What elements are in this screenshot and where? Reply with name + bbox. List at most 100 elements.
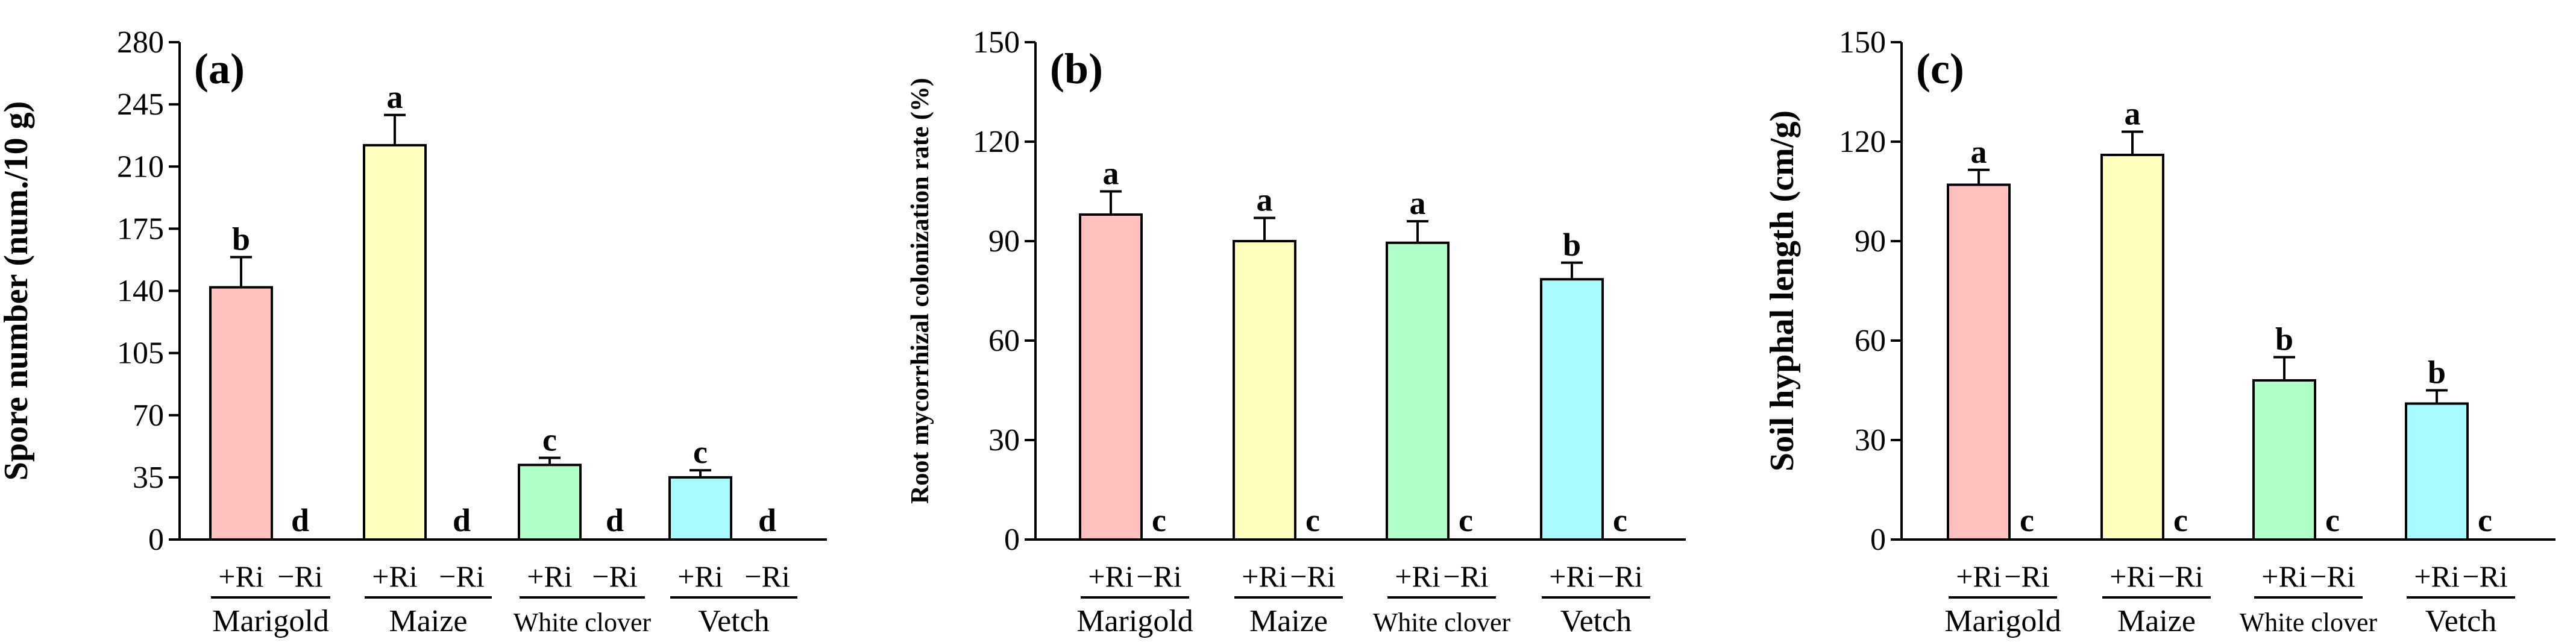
group-label: White clover (1373, 608, 1511, 637)
x-tick-label: +Ri (1549, 559, 1594, 593)
significance-letter: d (453, 502, 471, 538)
significance-letter: d (291, 502, 309, 538)
y-tick-label: 35 (133, 461, 164, 495)
significance-letter: c (1459, 502, 1473, 538)
y-tick-label: 175 (117, 212, 164, 246)
chart-panel-2: 0 30 60 90 120 150 Root mycorrhizal colonizati… (906, 25, 1686, 638)
y-tick-label: 30 (988, 423, 1020, 458)
significance-letter: a (1410, 185, 1426, 221)
y-tick-label: 0 (1870, 523, 1886, 557)
significance-letter: c (542, 421, 557, 458)
group-label: Marigold (1944, 604, 2061, 638)
y-tick-label: 105 (117, 336, 164, 371)
y-axis-title: Spore number (num./10 g) (0, 101, 35, 481)
x-tick-label: +Ri (372, 559, 417, 593)
x-tick-label: +Ri (1088, 559, 1133, 593)
chart-panel-3: 0 30 60 90 120 150 Soil hyphal length (cm/g) (c… (1764, 25, 2556, 638)
y-tick-label: 0 (1004, 523, 1020, 557)
significance-letter: b (232, 221, 250, 257)
significance-letter: a (2125, 96, 2141, 132)
panel-tag: (a) (194, 45, 245, 93)
bar (1947, 183, 2011, 541)
significance-letter: c (2020, 502, 2034, 538)
x-tick-label: +Ri (527, 559, 572, 593)
bar (2252, 379, 2316, 541)
significance-letter: c (2478, 502, 2492, 538)
y-tick-label: 120 (973, 125, 1020, 159)
y-tick-label: 150 (1839, 25, 1886, 60)
x-tick-label: −Ri (744, 559, 790, 593)
x-tick-label: +Ri (1395, 559, 1440, 593)
bar (668, 476, 732, 541)
y-tick-label: 30 (1855, 423, 1886, 458)
significance-letter: a (1103, 156, 1119, 192)
bar (1540, 278, 1604, 541)
bar (363, 143, 427, 541)
x-tick-label: −Ri (2310, 559, 2355, 593)
panel-tag: (b) (1050, 45, 1103, 93)
y-tick-label: 90 (988, 224, 1020, 259)
bar (518, 464, 582, 541)
x-tick-label: +Ri (218, 559, 263, 593)
bar (1233, 240, 1296, 541)
x-tick-label: +Ri (1242, 559, 1287, 593)
significance-letter: b (2275, 321, 2293, 357)
y-tick-label: 60 (988, 324, 1020, 358)
y-tick-label: 90 (1855, 224, 1886, 259)
significance-letter: d (758, 502, 776, 538)
chart-panel-1: 0 35 70 105 140 175 210 245 280 Spore number (num… (0, 25, 827, 638)
x-tick-label: −Ri (1290, 559, 1335, 593)
y-tick-label: 70 (133, 398, 164, 433)
y-axis-title: Soil hyphal length (cm/g) (1764, 110, 1801, 471)
significance-letter: c (2325, 502, 2340, 538)
significance-letter: c (693, 434, 708, 470)
bar (2405, 402, 2469, 541)
bar (1386, 241, 1450, 541)
significance-letter: b (1563, 227, 1581, 263)
x-tick-label: −Ri (2004, 559, 2049, 593)
group-label: Maize (389, 604, 468, 638)
group-label: Marigold (1076, 604, 1193, 638)
x-tick-label: −Ri (439, 559, 484, 593)
y-tick-label: 210 (117, 149, 164, 184)
y-tick-label: 120 (1839, 125, 1886, 159)
x-tick-label: −Ri (2462, 559, 2507, 593)
y-tick-label: 245 (117, 87, 164, 122)
x-tick-label: −Ri (592, 559, 637, 593)
group-label: Vetch (698, 604, 769, 638)
significance-letter: c (1613, 502, 1627, 538)
x-tick-label: −Ri (1597, 559, 1642, 593)
significance-letter: a (1257, 182, 1273, 218)
group-label: Marigold (212, 604, 329, 638)
x-tick-label: −Ri (277, 559, 322, 593)
significance-letter: b (2428, 354, 2446, 391)
x-tick-label: +Ri (2261, 559, 2307, 593)
significance-letter: d (606, 502, 624, 538)
significance-letter: a (1971, 134, 1987, 170)
group-label: White clover (2240, 608, 2378, 637)
x-tick-label: +Ri (677, 559, 723, 593)
group-label: Vetch (1560, 604, 1632, 638)
group-label: White clover (514, 608, 652, 637)
y-tick-label: 0 (148, 523, 164, 557)
x-tick-label: −Ri (2158, 559, 2203, 593)
y-tick-label: 60 (1855, 324, 1886, 358)
x-tick-label: −Ri (1136, 559, 1181, 593)
x-tick-label: +Ri (2414, 559, 2459, 593)
bar (2100, 154, 2164, 541)
group-label: Maize (2117, 604, 2196, 638)
y-axis-title: Root mycorrhizal colonization rate (%) (906, 78, 934, 504)
y-tick-label: 140 (117, 274, 164, 309)
significance-letter: c (1152, 502, 1166, 538)
panel-tag: (c) (1916, 45, 1964, 93)
x-tick-label: +Ri (2109, 559, 2155, 593)
group-label: Vetch (2425, 604, 2496, 638)
x-tick-label: −Ri (1443, 559, 1488, 593)
y-tick-label: 150 (973, 25, 1020, 60)
bar (209, 286, 273, 541)
group-label: Maize (1249, 604, 1328, 638)
significance-letter: c (2173, 502, 2188, 538)
x-tick-label: +Ri (1956, 559, 2001, 593)
bar (1079, 213, 1143, 541)
